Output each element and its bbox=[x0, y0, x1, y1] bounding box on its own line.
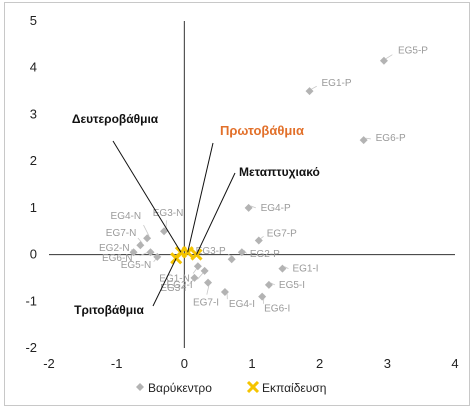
leader-line bbox=[312, 86, 317, 89]
y-tick-label: 0 bbox=[30, 247, 37, 262]
point-marker-barycenter[interactable] bbox=[194, 262, 202, 270]
point-label: EG1-I bbox=[292, 264, 318, 275]
point-marker-barycenter[interactable] bbox=[204, 279, 212, 287]
point-label: EG1-P bbox=[322, 78, 352, 89]
point-label: EG6-I bbox=[264, 304, 290, 315]
y-tick-label: 3 bbox=[30, 106, 37, 121]
point-marker-barycenter[interactable] bbox=[258, 293, 266, 301]
y-tick-label: 5 bbox=[30, 13, 37, 28]
x-tick-label: -1 bbox=[111, 356, 123, 371]
x-tick-label: 2 bbox=[316, 356, 323, 371]
x-tick-label: 3 bbox=[384, 356, 391, 371]
y-tick-label: -2 bbox=[25, 340, 37, 355]
point-marker-barycenter[interactable] bbox=[278, 265, 286, 273]
legend-marker-barycenter bbox=[136, 383, 144, 391]
point-marker-barycenter[interactable] bbox=[360, 136, 368, 144]
point-label: EG5-P bbox=[398, 46, 428, 57]
point-label: EG5-I bbox=[279, 280, 305, 291]
y-tick-label: 2 bbox=[30, 153, 37, 168]
y-tick-label: -1 bbox=[25, 293, 37, 308]
legend-label-education: Εκπαίδευση bbox=[262, 381, 326, 395]
point-marker-barycenter[interactable] bbox=[143, 234, 151, 242]
point-marker-barycenter[interactable] bbox=[136, 241, 144, 249]
point-label: EG4-N bbox=[111, 211, 142, 222]
x-tick-label: -2 bbox=[43, 356, 55, 371]
point-label: EG7-I bbox=[193, 298, 219, 309]
category-annotation: Τριτοβάθμια bbox=[74, 303, 144, 317]
chart-frame: -2 -1 0 1 2 3 4 5 4 3 2 1 0 -1 -2 EG5-P EG1-P EG6-P EG4-P E… bbox=[4, 2, 470, 406]
point-label: EG6-P bbox=[376, 133, 406, 144]
category-annotation: Δευτεροβάθμια bbox=[72, 112, 159, 126]
leader-line bbox=[261, 236, 264, 238]
y-tick-label: 1 bbox=[30, 200, 37, 215]
point-marker-barycenter[interactable] bbox=[228, 255, 236, 263]
point-marker-barycenter[interactable] bbox=[201, 267, 209, 275]
x-tick-label: 0 bbox=[181, 356, 188, 371]
point-marker-barycenter[interactable] bbox=[221, 288, 229, 296]
point-label: EG5-N bbox=[121, 260, 152, 271]
leader-line bbox=[366, 138, 371, 139]
point-marker-barycenter[interactable] bbox=[265, 281, 273, 289]
point-label: EG7-P bbox=[267, 229, 297, 240]
x-tick-label: 4 bbox=[451, 356, 458, 371]
leader-line bbox=[144, 225, 150, 236]
x-tick-label: 1 bbox=[248, 356, 255, 371]
point-label: EG2-P bbox=[250, 249, 280, 260]
legend-marker-education bbox=[248, 382, 258, 392]
annotation-leader-line bbox=[197, 173, 235, 255]
annotation-leader-line bbox=[188, 143, 213, 252]
category-annotation: Μεταπτυχιακό bbox=[239, 165, 320, 179]
legend-label-barycenter: Βαρύκεντρο bbox=[148, 381, 212, 395]
point-marker-barycenter[interactable] bbox=[245, 204, 253, 212]
scatter-chart: -2 -1 0 1 2 3 4 5 4 3 2 1 0 -1 -2 EG5-P EG1-P EG6-P EG4-P E… bbox=[5, 3, 469, 405]
point-label: EG4-P bbox=[261, 203, 291, 214]
point-label: EG4-I bbox=[229, 299, 255, 310]
point-label: EG7-N bbox=[106, 228, 137, 239]
category-annotation: Πρωτοβάθμια bbox=[220, 123, 304, 138]
y-tick-label: 4 bbox=[30, 60, 37, 75]
leader-line bbox=[386, 55, 392, 59]
